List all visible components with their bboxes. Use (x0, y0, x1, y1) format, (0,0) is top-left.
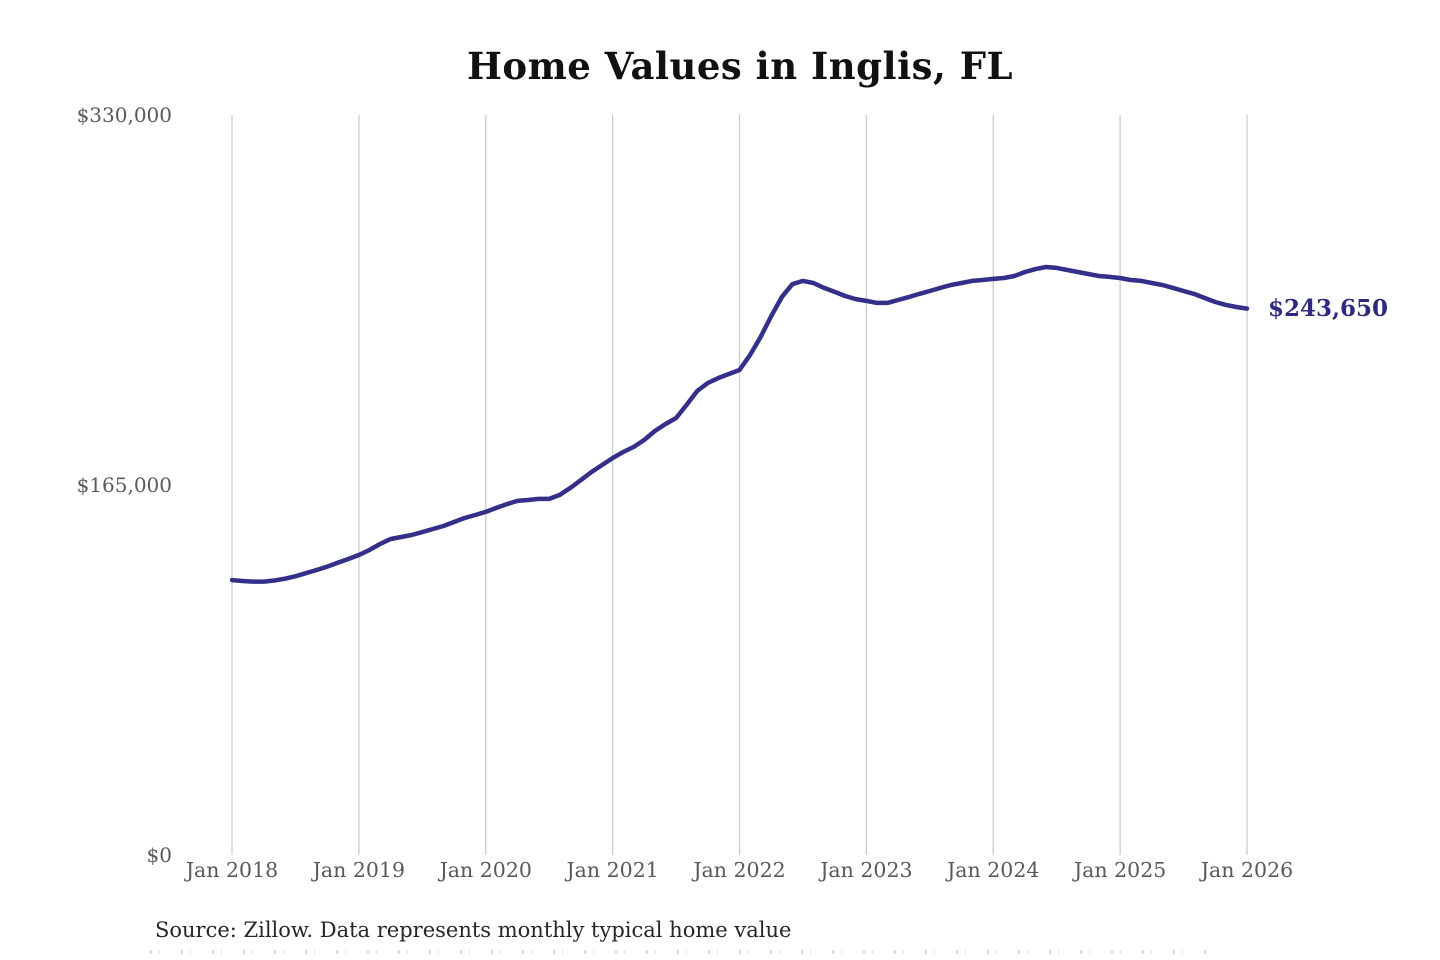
x-axis-tick-label-jan-2019: Jan 2019 (312, 858, 406, 882)
y-axis-tick-label-0: $0 (146, 843, 172, 867)
cropped-footer-text (150, 950, 1210, 954)
x-axis-tick-label-jan-2022: Jan 2022 (693, 858, 786, 882)
y-axis-tick-label-2: $330,000 (76, 103, 172, 127)
vertical-gridlines (231, 115, 1248, 855)
y-axis-tick-label-1: $165,000 (76, 473, 172, 497)
x-axis-tick-label-jan-2020: Jan 2020 (439, 858, 532, 882)
x-axis-tick-label-jan-2025: Jan 2025 (1073, 858, 1167, 882)
x-axis-tick-label-jan-2021: Jan 2021 (566, 858, 659, 882)
latest-value-label: $243,650 (1268, 295, 1389, 322)
x-axis-tick-label-jan-2024: Jan 2024 (947, 858, 1040, 882)
x-axis-tick-label-jan-2023: Jan 2023 (820, 858, 913, 882)
chart-title: Home Values in Inglis, FL (466, 44, 1014, 88)
source-note: Source: Zillow. Data represents monthly … (155, 918, 792, 942)
x-axis-tick-label-jan-2026: Jan 2026 (1200, 858, 1294, 882)
home-value-line (229, 264, 1250, 584)
x-axis-tick-label-jan-2018: Jan 2018 (185, 858, 279, 882)
